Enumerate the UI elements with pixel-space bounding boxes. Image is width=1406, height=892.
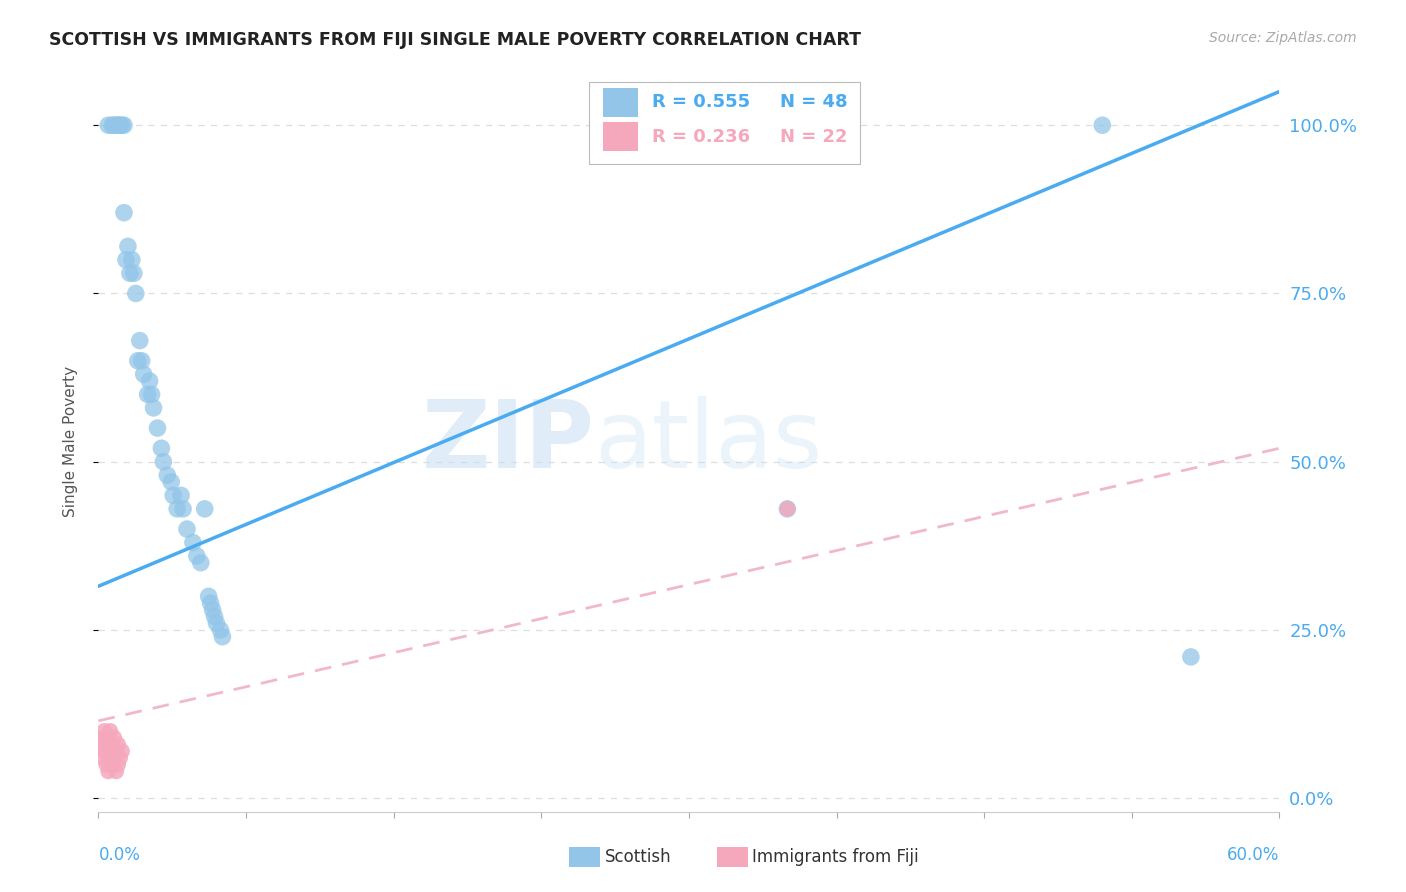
Text: 0.0%: 0.0% xyxy=(98,846,141,863)
Point xyxy=(103,731,125,745)
Point xyxy=(127,353,149,368)
Point xyxy=(128,334,150,348)
Point xyxy=(150,442,173,456)
Y-axis label: Single Male Poverty: Single Male Poverty xyxy=(63,366,77,517)
Text: atlas: atlas xyxy=(595,395,823,488)
Point xyxy=(107,738,129,752)
Point xyxy=(103,751,125,765)
Point xyxy=(162,488,184,502)
Point xyxy=(107,118,129,132)
Point xyxy=(125,286,148,301)
Point xyxy=(115,252,138,267)
Point xyxy=(197,590,219,604)
Text: R = 0.236: R = 0.236 xyxy=(652,128,751,145)
Point xyxy=(98,723,121,738)
Point xyxy=(190,556,212,570)
Point xyxy=(211,630,233,644)
Point xyxy=(141,387,163,401)
Text: Source: ZipAtlas.com: Source: ZipAtlas.com xyxy=(1209,31,1357,45)
Bar xyxy=(603,122,638,151)
Point xyxy=(98,751,121,765)
FancyBboxPatch shape xyxy=(589,82,860,164)
Point xyxy=(112,205,135,219)
Point xyxy=(105,118,128,132)
Point xyxy=(172,501,194,516)
Point xyxy=(111,744,134,758)
Point xyxy=(89,738,111,752)
Text: 60.0%: 60.0% xyxy=(1227,846,1279,863)
Point xyxy=(101,118,124,132)
Point xyxy=(96,757,118,772)
Point xyxy=(776,501,799,516)
Point xyxy=(132,368,155,382)
Point xyxy=(201,603,224,617)
Point xyxy=(108,118,131,132)
Point xyxy=(200,596,222,610)
Point xyxy=(103,118,125,132)
Text: N = 22: N = 22 xyxy=(780,128,848,145)
Point xyxy=(142,401,165,415)
Point xyxy=(107,118,129,132)
Point xyxy=(121,252,143,267)
Point xyxy=(160,475,183,489)
Point xyxy=(205,616,228,631)
Point xyxy=(131,353,153,368)
Text: ZIP: ZIP xyxy=(422,395,595,488)
Point xyxy=(101,757,124,772)
Text: N = 48: N = 48 xyxy=(780,94,848,112)
Point xyxy=(112,118,135,132)
Bar xyxy=(603,88,638,117)
Point xyxy=(152,455,174,469)
Point xyxy=(101,738,124,752)
Point xyxy=(91,731,114,745)
Point xyxy=(186,549,208,563)
Text: SCOTTISH VS IMMIGRANTS FROM FIJI SINGLE MALE POVERTY CORRELATION CHART: SCOTTISH VS IMMIGRANTS FROM FIJI SINGLE … xyxy=(49,31,862,49)
Point xyxy=(170,488,193,502)
Point xyxy=(97,764,120,779)
Point xyxy=(138,374,160,388)
Text: Immigrants from Fiji: Immigrants from Fiji xyxy=(752,848,920,866)
Point xyxy=(1091,118,1114,132)
Point xyxy=(93,723,115,738)
Point xyxy=(105,744,128,758)
Point xyxy=(118,266,141,280)
Point xyxy=(209,623,232,637)
Point xyxy=(776,501,799,516)
Point xyxy=(146,421,169,435)
Point xyxy=(108,751,131,765)
Point xyxy=(166,501,188,516)
Point xyxy=(204,609,226,624)
Point xyxy=(97,118,120,132)
Point xyxy=(136,387,159,401)
Point xyxy=(111,118,134,132)
Point xyxy=(181,535,204,549)
Point xyxy=(96,738,118,752)
Point xyxy=(107,757,129,772)
Point xyxy=(105,764,128,779)
Point xyxy=(117,239,139,253)
Text: Scottish: Scottish xyxy=(605,848,671,866)
Point xyxy=(93,744,115,758)
Text: R = 0.555: R = 0.555 xyxy=(652,94,751,112)
Point xyxy=(122,266,145,280)
Point xyxy=(91,751,114,765)
Point xyxy=(97,731,120,745)
Point xyxy=(176,522,198,536)
Point xyxy=(194,501,217,516)
Point xyxy=(156,468,179,483)
Point xyxy=(1180,649,1202,664)
